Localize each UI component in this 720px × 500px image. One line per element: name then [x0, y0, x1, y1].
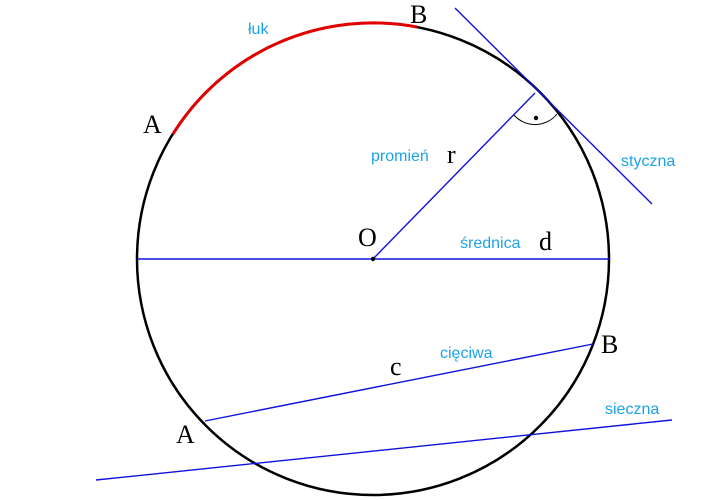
diameter-term-label: średnica: [460, 235, 521, 252]
diameter-letter-label: d: [539, 227, 552, 256]
radius-term-label: promień: [371, 148, 429, 165]
chord-point-b-label: B: [601, 330, 618, 359]
chord-line: [204, 343, 594, 422]
secant-term-label: sieczna: [605, 401, 659, 418]
arc-segment: [171, 21, 418, 135]
center-letter-label: O: [358, 223, 377, 252]
chord-point-a-label: A: [176, 420, 195, 449]
right-angle-dot: [533, 115, 539, 121]
chord-letter-label: c: [390, 352, 402, 381]
secant-line: [95, 419, 673, 481]
right-angle-arc: [513, 113, 558, 126]
arc-point-b-label: B: [410, 0, 427, 29]
arc-term-label: łuk: [248, 21, 269, 38]
arc-point-a-label: A: [143, 110, 162, 139]
center-point: [370, 256, 376, 262]
tangent-term-label: styczna: [621, 153, 675, 170]
radius-line: [372, 92, 536, 260]
tangent-line: [454, 7, 653, 205]
chord-term-label: cięciwa: [440, 345, 493, 362]
radius-letter-label: r: [447, 140, 456, 169]
